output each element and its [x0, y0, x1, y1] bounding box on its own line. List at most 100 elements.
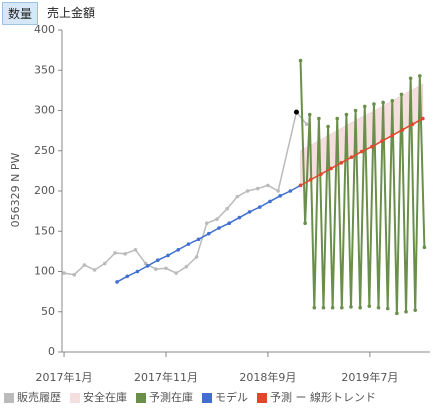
tab[interactable]: 数量 [2, 2, 39, 25]
point [390, 133, 395, 138]
point [266, 183, 270, 188]
legend-swatch [70, 393, 80, 403]
point [133, 247, 138, 252]
point [330, 305, 335, 310]
y-tick-label: 50 [41, 305, 55, 318]
point [103, 261, 107, 266]
y-tick-label: 100 [34, 265, 55, 278]
point [362, 104, 367, 109]
point [113, 251, 117, 255]
point [410, 122, 415, 126]
point [321, 305, 326, 310]
point [358, 305, 362, 310]
point [125, 274, 130, 279]
point [329, 166, 333, 171]
point [278, 194, 282, 198]
x-tick-label: 2017年11月 [134, 370, 198, 384]
tab[interactable]: 売上金額 [47, 6, 96, 20]
point [143, 261, 148, 266]
y-axis-label: 056329 N PW [9, 153, 22, 228]
point [304, 122, 309, 126]
point [380, 139, 384, 143]
point [370, 144, 374, 149]
point [349, 155, 354, 159]
point [196, 237, 201, 242]
y-tick-label: 150 [34, 224, 55, 237]
y-tick-label: 350 [34, 63, 55, 76]
point [123, 251, 128, 256]
point [303, 221, 307, 225]
x-tick-label: 2019年7月 [341, 370, 398, 384]
legend-swatch [4, 393, 14, 403]
point [413, 308, 418, 312]
tab-bar: 数量 売上金額 [0, 0, 102, 25]
point [288, 189, 293, 193]
point [247, 210, 252, 214]
point [372, 102, 376, 106]
point [367, 304, 372, 308]
point [317, 116, 321, 121]
series-line [299, 60, 426, 314]
point [215, 217, 219, 221]
legend-label: 販売履歴 [17, 391, 61, 404]
y-tick-label: 200 [34, 184, 55, 197]
point [421, 116, 425, 121]
legend-label: 予測 ー 線形トレンド [270, 390, 376, 404]
point [276, 189, 280, 193]
point [312, 305, 317, 310]
point [319, 172, 323, 176]
point [145, 264, 150, 268]
legend-label: 予測在庫 [149, 390, 193, 404]
point [186, 242, 191, 246]
point [399, 92, 404, 97]
point [164, 266, 168, 271]
point [174, 271, 178, 275]
point [237, 215, 242, 220]
series-line [63, 110, 308, 276]
point [176, 247, 181, 252]
x-tick-label: 2017年1月 [36, 370, 93, 384]
x-tick-label: 2018年9月 [239, 370, 296, 384]
point [166, 253, 170, 258]
point [135, 269, 140, 274]
legend-label: 安全在庫 [83, 390, 127, 404]
point [156, 258, 160, 263]
point [298, 58, 303, 63]
point [245, 189, 250, 193]
point [72, 272, 77, 277]
point [395, 311, 399, 316]
point [217, 226, 221, 230]
point [422, 245, 427, 250]
point [308, 177, 313, 182]
point [115, 280, 119, 284]
point [82, 263, 87, 267]
point [385, 306, 390, 311]
legend-swatch [257, 393, 267, 403]
point [307, 112, 312, 117]
point [340, 305, 344, 310]
point [268, 199, 272, 204]
point [353, 108, 358, 113]
point [62, 271, 66, 275]
point [376, 305, 381, 310]
point [225, 206, 229, 211]
point [339, 161, 344, 165]
point [255, 186, 260, 191]
point [400, 128, 405, 132]
y-tick-label: 0 [48, 345, 55, 358]
point [298, 183, 303, 188]
point [227, 221, 231, 225]
y-tick-label: 250 [34, 144, 55, 157]
point [349, 305, 353, 309]
legend-swatch [202, 393, 212, 403]
point [335, 116, 340, 121]
point [194, 255, 199, 259]
point [257, 205, 262, 209]
point [390, 99, 395, 103]
point [153, 267, 158, 271]
point [418, 74, 422, 78]
point [235, 194, 240, 199]
point [344, 112, 349, 117]
